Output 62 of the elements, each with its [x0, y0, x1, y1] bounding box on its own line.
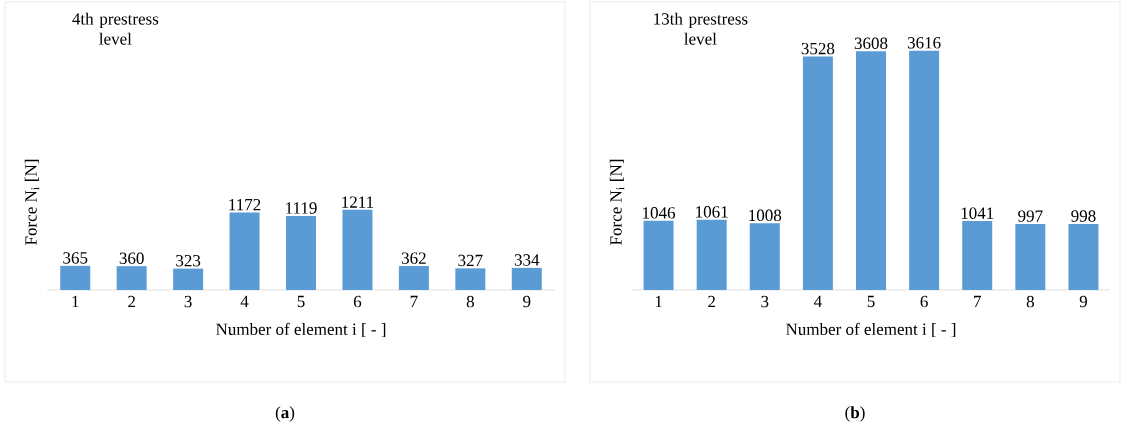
data-label: 334 — [514, 254, 540, 266]
data-label: 327 — [458, 254, 483, 267]
bar — [962, 221, 993, 290]
y-axis-title: Force N$_{i}$ [N] — [24, 159, 40, 245]
data-label: 3608 — [854, 37, 888, 50]
x-axis-title: Number of element i [ - ] — [786, 322, 956, 338]
x-tick-label: 8 — [466, 295, 474, 308]
bar — [342, 209, 373, 290]
data-label: 323 — [176, 255, 201, 267]
data-label: 362 — [401, 252, 426, 264]
bar — [60, 265, 91, 290]
data-label: 1046 — [643, 207, 676, 219]
data-label: 3616 — [907, 37, 941, 49]
data-label: 3528 — [801, 42, 835, 55]
bar — [398, 266, 429, 290]
x-tick-label: 9 — [1079, 295, 1087, 308]
y-axis-title: Force N$_{i}$ [N] — [609, 159, 625, 245]
data-label: 1172 — [229, 198, 261, 211]
bar — [643, 220, 674, 290]
data-label: 1008 — [749, 209, 782, 222]
bar — [1068, 223, 1099, 290]
bar — [173, 268, 204, 290]
bar — [286, 215, 316, 290]
chart-title: 4th prestress level — [72, 12, 159, 45]
bar — [229, 212, 260, 290]
data-label: 1061 — [696, 206, 728, 218]
data-label: 365 — [63, 252, 88, 264]
x-tick-label: 3 — [761, 295, 769, 308]
bar — [116, 266, 147, 290]
x-tick-label: 4 — [813, 295, 822, 308]
data-label: 1119 — [286, 202, 317, 214]
x-tick-label: 3 — [184, 295, 192, 308]
bar — [511, 267, 542, 290]
chart-title: 13th prestress level — [654, 12, 748, 45]
text: (b) — [845, 406, 865, 422]
data-label: 998 — [1071, 210, 1096, 222]
data-label: 1041 — [961, 207, 994, 219]
data-label: 997 — [1018, 210, 1043, 222]
text: (a) — [275, 406, 295, 422]
x-tick-label: 1 — [655, 295, 662, 308]
x-tick-label: 8 — [1026, 295, 1034, 308]
data-label: 1211 — [342, 196, 374, 208]
bar — [802, 56, 833, 290]
bar — [909, 50, 940, 290]
x-tick-label: 2 — [128, 295, 135, 308]
bar — [856, 51, 886, 290]
x-tick-label: 2 — [708, 295, 715, 308]
x-tick-label: 6 — [353, 295, 362, 308]
x-axis-title: Number of element i [ - ] — [216, 322, 386, 338]
x-tick-label: 5 — [297, 295, 305, 308]
bar — [455, 268, 486, 290]
bar — [696, 219, 727, 290]
x-tick-label: 9 — [523, 295, 531, 308]
x-tick-label: 7 — [974, 295, 981, 307]
x-tick-label: 6 — [920, 295, 928, 308]
x-tick-label: 7 — [410, 295, 418, 307]
x-tick-label: 4 — [240, 295, 249, 308]
bar — [1015, 224, 1046, 290]
data-label: 360 — [119, 252, 144, 264]
x-tick-label: 5 — [867, 295, 875, 308]
bar — [749, 223, 780, 290]
x-tick-label: 1 — [72, 295, 79, 308]
